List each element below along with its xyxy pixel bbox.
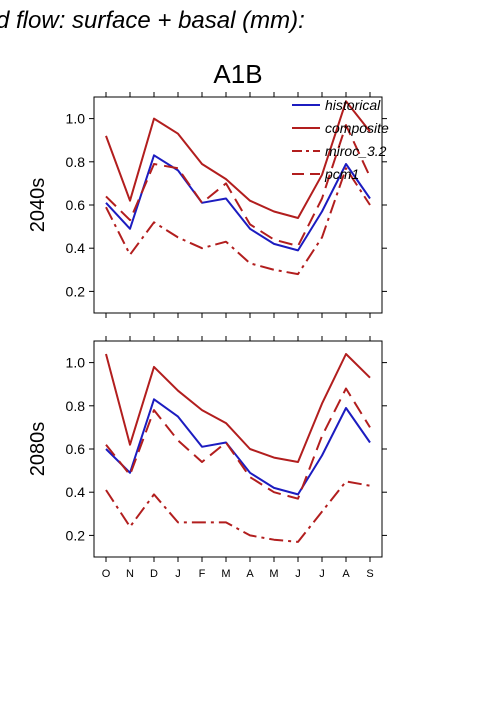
y-tick-label: 0.4 — [66, 240, 86, 256]
x-tick-label: J — [175, 568, 181, 580]
row-label: 2080s — [27, 422, 49, 477]
series-line-miroc-3-2 — [105, 167, 371, 276]
y-tick-label: 1.0 — [66, 355, 86, 371]
x-tick-label: J — [295, 568, 301, 580]
chart-panels: 0.2 0.4 0.6 0.8 1.0 2040s historical composite m… — [27, 92, 389, 580]
legend-label: pcm1 — [324, 166, 359, 182]
y-tick-label: 0.8 — [66, 398, 86, 414]
x-tick-label: N — [126, 568, 134, 580]
y-tick-label: 0.4 — [66, 484, 86, 500]
chart-panel-2040s: 0.2 0.4 0.6 0.8 1.0 2040s historical composite m… — [27, 92, 389, 318]
page-title: d flow: surface + basal (mm): — [0, 7, 305, 34]
x-tick-label: J — [319, 568, 325, 580]
y-tick-label: 0.2 — [66, 283, 86, 299]
series-line-composite — [105, 353, 371, 463]
series-line-composite — [105, 100, 371, 219]
legend-label: miroc_3.2 — [325, 143, 387, 159]
series-line-historical — [105, 154, 371, 252]
legend-label: composite — [325, 120, 389, 136]
x-tick-label: F — [199, 568, 206, 580]
row-label: 2040s — [27, 178, 49, 233]
y-tick-label: 0.8 — [66, 154, 86, 170]
x-tick-label: M — [221, 568, 230, 580]
legend-label: historical — [325, 97, 381, 113]
y-tick-label: 1.0 — [66, 111, 86, 127]
x-tick-label: M — [269, 568, 278, 580]
y-tick-label: 0.6 — [66, 441, 86, 457]
x-tick-label: S — [366, 568, 373, 580]
x-tick-label: D — [150, 568, 158, 580]
series-line-pcm1 — [105, 124, 371, 247]
x-tick-label: A — [246, 568, 254, 580]
series-line-miroc-3-2 — [105, 480, 371, 543]
y-tick-label: 0.2 — [66, 527, 86, 543]
chart-panel-2080s: 0.2 0.4 0.6 0.8 1.0 O N D J F M A M J J A S 2080s — [27, 336, 387, 580]
x-tick-label: A — [342, 568, 350, 580]
scenario-title: A1B — [213, 59, 262, 89]
x-tick-label: O — [102, 568, 111, 580]
series-line-pcm1 — [105, 387, 371, 500]
y-tick-label: 0.6 — [66, 197, 86, 213]
series-line-historical — [105, 398, 371, 496]
